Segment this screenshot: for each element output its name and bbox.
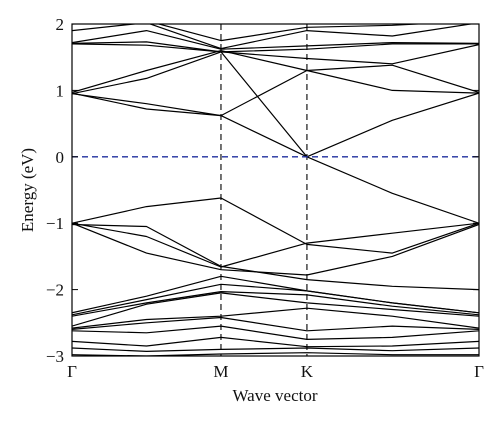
band-line-2: [72, 347, 479, 352]
band-line-21: [72, 30, 479, 50]
band-line-12: [72, 222, 479, 276]
band-line-19: [72, 43, 479, 65]
band-line-8: [72, 291, 479, 317]
x-tick-label-3: Γ: [474, 362, 484, 381]
band-lines: [72, 24, 479, 356]
band-line-18: [72, 49, 479, 93]
band-line-16: [72, 51, 479, 158]
band-line-10: [72, 275, 479, 314]
band-line-3: [72, 336, 479, 348]
x-tick-label-1: M: [213, 362, 228, 381]
band-line-4: [72, 325, 479, 340]
x-tick-label-0: Γ: [67, 362, 77, 381]
high-symmetry-lines: [220, 24, 308, 356]
y-tick-label-2: 0: [56, 148, 65, 167]
band-line-14: [72, 222, 479, 268]
band-line-7: [72, 292, 479, 327]
y-tick-label-1: 1: [56, 81, 65, 100]
band-line-6: [72, 307, 479, 329]
band-line-20: [72, 41, 479, 53]
y-tick-label-3: −1: [46, 214, 64, 233]
band-line-5: [72, 316, 479, 332]
y-axis-title: Energy (eV): [18, 148, 37, 232]
x-tick-label-2: K: [301, 362, 314, 381]
band-line-15: [72, 93, 479, 224]
plot-frame: [71, 23, 480, 357]
band-line-11: [72, 223, 479, 291]
y-tick-label-5: −3: [46, 347, 64, 366]
y-tick-label-0: 2: [56, 15, 65, 34]
y-tick-label-4: −2: [46, 281, 64, 300]
y-axis: 2 1 0 −1 −2 −3: [46, 15, 479, 366]
band-line-13: [72, 197, 479, 254]
band-line-17: [72, 69, 479, 117]
x-axis-title: Wave vector: [233, 386, 318, 405]
